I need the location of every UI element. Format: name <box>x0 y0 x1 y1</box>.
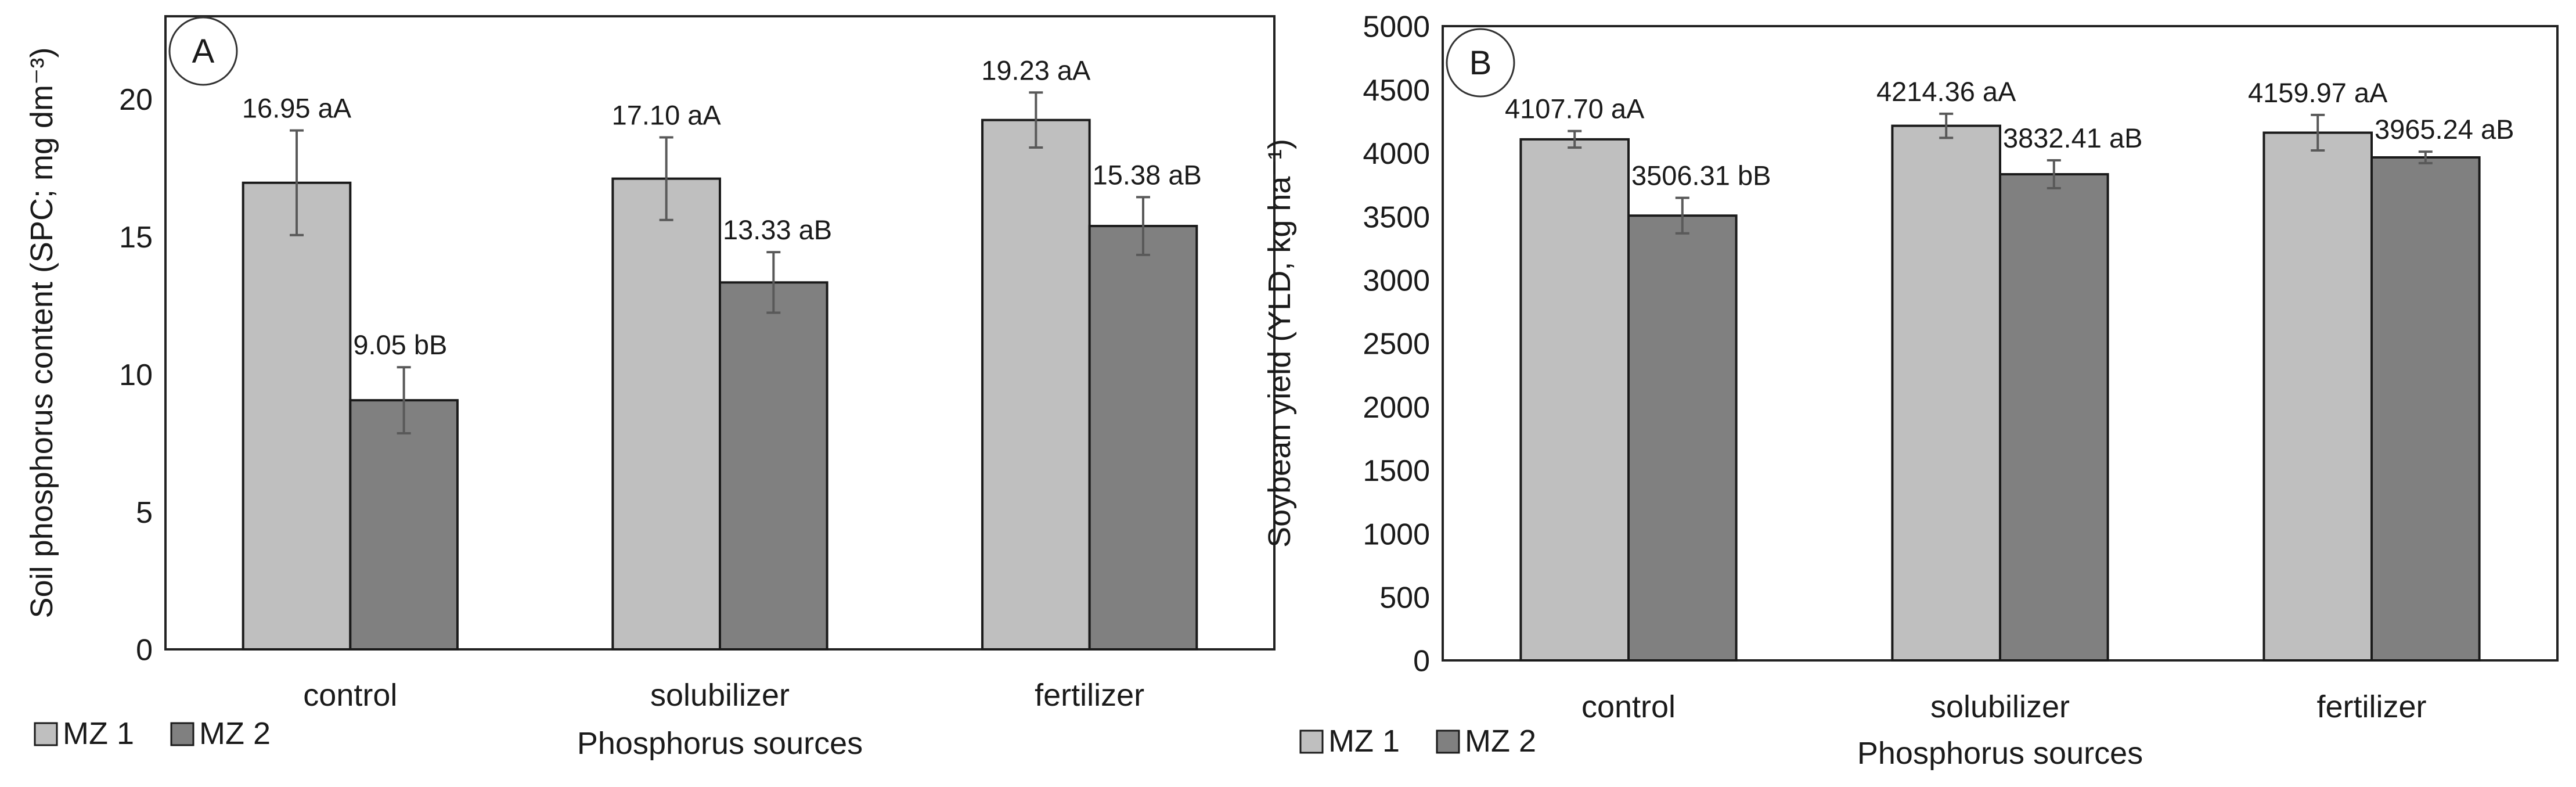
bar-mz1-control <box>242 181 352 651</box>
legend-swatch <box>1299 729 1324 754</box>
data-label: 3832.41 aB <box>2003 123 2142 153</box>
y-tick-label: 1500 <box>1363 454 1430 488</box>
y-axis-title: Soybean yield (YLD, kg ha⁻¹) <box>1262 139 1297 548</box>
y-tick-label: 5000 <box>1363 10 1430 44</box>
bar-mz1-fertilizer <box>981 118 1091 651</box>
y-tick-label: 500 <box>1379 581 1430 615</box>
data-label: 9.05 bB <box>353 329 447 360</box>
bar-mz2-solubilizer <box>1999 173 2109 662</box>
bar-mz2-fertilizer <box>1088 225 1198 651</box>
data-label: 19.23 aA <box>981 55 1091 85</box>
x-axis-title: Phosphorus sources <box>577 726 863 761</box>
bar-mz1-solubilizer <box>611 177 722 651</box>
data-label: 3965.24 aB <box>2375 114 2514 145</box>
bar-mz2-control <box>1627 214 1738 662</box>
bar-mz1-fertilizer <box>2262 131 2373 662</box>
y-tick-label: 2500 <box>1363 328 1430 361</box>
legend-label: MZ 1 <box>63 716 134 751</box>
legend-label: MZ 2 <box>1465 724 1536 759</box>
data-label: 16.95 aA <box>242 93 352 124</box>
data-label: 13.33 aB <box>723 214 832 245</box>
legend-swatch <box>34 722 58 746</box>
x-tick-label: solubilizer <box>1930 689 2070 724</box>
y-tick-label: 15 <box>119 221 153 254</box>
x-tick-label: fertilizer <box>2316 689 2426 724</box>
data-label: 4214.36 aA <box>1876 76 2016 107</box>
data-label: 15.38 aB <box>1093 159 1202 190</box>
y-tick-label: 1000 <box>1363 518 1430 551</box>
bar-mz2-control <box>349 399 459 651</box>
y-tick-label: 2000 <box>1363 391 1430 425</box>
x-tick-label: solubilizer <box>650 678 790 713</box>
y-tick-label: 0 <box>136 634 153 667</box>
bar-mz2-solubilizer <box>719 281 828 651</box>
y-tick-label: 4000 <box>1363 137 1430 171</box>
x-tick-label: control <box>303 678 397 713</box>
panel-letter: A <box>192 33 215 70</box>
y-tick-label: 3000 <box>1363 264 1430 298</box>
legend-label: MZ 1 <box>1328 724 1400 759</box>
data-label: 4159.97 aA <box>2248 77 2388 108</box>
bar-mz1-control <box>1519 138 1630 662</box>
data-label: 17.10 aA <box>612 100 722 131</box>
y-axis-title: Soil phosphorus content (SPC; mg dm⁻³) <box>24 48 59 619</box>
y-tick-label: 3500 <box>1363 200 1430 234</box>
legend-label: MZ 2 <box>199 716 271 751</box>
panel-badge <box>168 16 238 86</box>
panel-badge <box>1446 28 1515 98</box>
x-tick-label: control <box>1581 689 1676 724</box>
x-axis-title: Phosphorus sources <box>1857 736 2143 771</box>
legend-swatch <box>1436 729 1460 754</box>
y-tick-label: 5 <box>136 496 153 530</box>
bar-mz2-fertilizer <box>2370 156 2481 662</box>
y-tick-label: 20 <box>119 83 153 117</box>
x-tick-label: fertilizer <box>1035 678 1144 713</box>
y-tick-label: 0 <box>1413 645 1430 678</box>
y-tick-label: 4500 <box>1363 74 1430 107</box>
y-tick-label: 10 <box>119 358 153 392</box>
panel-letter: B <box>1469 44 1492 82</box>
data-label: 4107.70 aA <box>1505 94 1645 124</box>
data-label: 3506.31 bB <box>1631 160 1771 191</box>
bar-mz1-solubilizer <box>1891 124 2001 662</box>
legend-swatch <box>170 722 194 746</box>
